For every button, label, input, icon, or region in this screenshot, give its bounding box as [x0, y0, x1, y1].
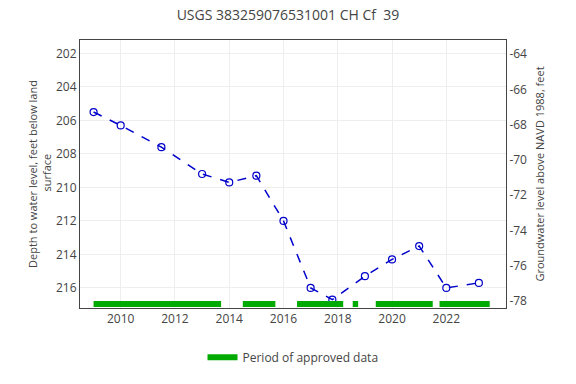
svg-text:-68: -68	[509, 116, 527, 133]
svg-text:Period of approved data: Period of approved data	[243, 349, 379, 366]
svg-text:2010: 2010	[107, 310, 135, 327]
svg-text:210: 210	[56, 179, 77, 196]
svg-text:204: 204	[56, 78, 77, 95]
svg-text:2016: 2016	[270, 310, 298, 327]
svg-text:-64: -64	[509, 45, 527, 62]
svg-text:2022: 2022	[433, 310, 461, 327]
svg-text:216: 216	[56, 279, 77, 296]
svg-text:208: 208	[56, 145, 77, 162]
svg-text:-66: -66	[509, 81, 527, 98]
svg-text:-72: -72	[509, 186, 527, 203]
svg-text:214: 214	[56, 246, 77, 263]
svg-text:-70: -70	[509, 151, 527, 168]
svg-text:206: 206	[56, 112, 77, 129]
svg-text:2020: 2020	[378, 310, 406, 327]
svg-text:2012: 2012	[161, 310, 189, 327]
svg-text:-74: -74	[509, 222, 527, 239]
svg-text:2014: 2014	[216, 310, 244, 327]
svg-text:2018: 2018	[324, 310, 352, 327]
svg-text:-78: -78	[509, 292, 527, 309]
svg-text:Groundwater level above NAVD 1: Groundwater level above NAVD 1988, feet	[532, 66, 547, 281]
svg-text:-76: -76	[509, 257, 527, 274]
svg-text:212: 212	[56, 212, 77, 229]
svg-text:Depth to water level, feet bel: Depth to water level, feet below land su…	[25, 80, 54, 268]
svg-text:202: 202	[56, 45, 77, 62]
svg-text:USGS 383259076531001 CH Cf 39: USGS 383259076531001 CH Cf 39	[177, 5, 400, 24]
